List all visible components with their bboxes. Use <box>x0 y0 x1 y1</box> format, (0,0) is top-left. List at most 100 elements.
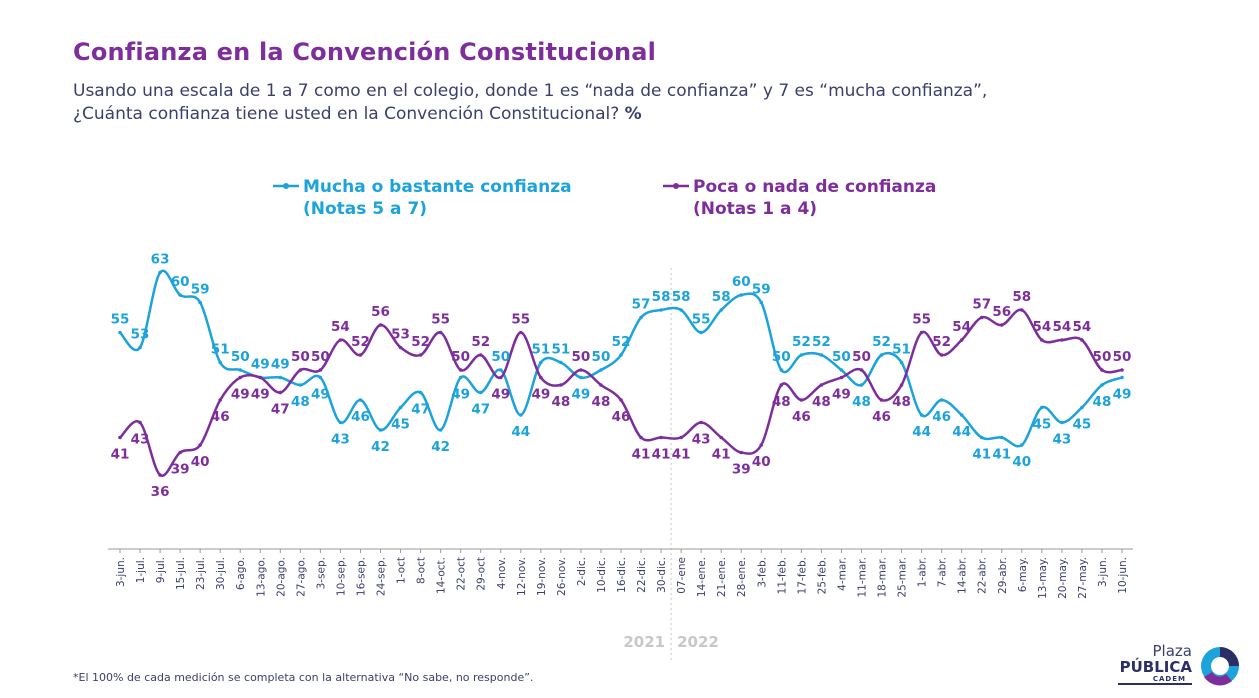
series-1-point-26 <box>639 435 643 440</box>
x-tick-label-42: 14-abr. <box>957 557 969 594</box>
series-0-data-label-30: 58 <box>712 289 731 305</box>
x-tick-label-31: 28-ene. <box>736 557 748 597</box>
x-tick-label-23: 2-dic. <box>576 557 588 586</box>
series-1-data-label-26: 41 <box>632 447 651 463</box>
series-0-point-50 <box>1120 375 1124 380</box>
series-0-data-label-49: 48 <box>1093 394 1112 410</box>
x-tick-label-15: 8-oct <box>416 557 428 584</box>
series-0-point-32 <box>759 300 764 305</box>
series-0-data-label-18: 47 <box>471 402 490 418</box>
series-1-point-28 <box>679 435 683 440</box>
series-1-point-7 <box>258 375 263 380</box>
x-tick-label-38: 18-mar. <box>877 557 889 598</box>
series-0-point-14 <box>398 405 403 410</box>
series-0-point-1 <box>138 345 142 350</box>
series-0-point-37 <box>859 383 864 387</box>
x-tick-label-30: 21-ene. <box>716 557 728 597</box>
x-tick-label-29: 14-ene. <box>696 557 708 597</box>
series-1-point-6 <box>238 375 243 380</box>
series-0-data-label-28: 58 <box>672 289 691 305</box>
legend-marker-0 <box>283 183 289 189</box>
series-1-data-label-44: 56 <box>992 304 1011 320</box>
chart-title: Confianza en la Convención Constituciona… <box>73 38 657 66</box>
x-tick-label-14: 1-oct <box>396 557 408 584</box>
series-1-data-label-38: 46 <box>872 409 891 425</box>
series-0-point-17 <box>458 375 463 380</box>
x-tick-label-27: 30-dic. <box>656 557 668 593</box>
year-label-2022: 2022 <box>677 633 719 651</box>
x-tick-label-24: 10-dic. <box>596 557 608 593</box>
series-1-data-label-41: 52 <box>932 334 951 350</box>
series-1-data-label-28: 41 <box>672 447 691 463</box>
logo-text-publica: PÚBLICA <box>1119 658 1192 676</box>
x-tick-label-36: 4-mar. <box>836 557 848 591</box>
series-1-point-10 <box>318 368 323 372</box>
series-0-data-label-0: 55 <box>111 312 130 328</box>
series-0-point-16 <box>438 428 443 432</box>
series-0-point-43 <box>979 435 984 440</box>
series-1-data-label-1: 43 <box>131 432 150 448</box>
series-1-point-23 <box>579 368 583 372</box>
x-tick-label-20: 12-nov. <box>516 557 528 596</box>
x-tick-label-41: 7-abr. <box>937 557 949 587</box>
series-0-data-label-24: 50 <box>592 349 611 365</box>
series-1-data-label-43: 57 <box>972 297 991 313</box>
series-0-point-8 <box>278 375 283 380</box>
series-0-point-35 <box>819 353 824 357</box>
series-0-point-19 <box>498 368 503 372</box>
footnote: *El 100% de cada medición se completa co… <box>73 671 534 684</box>
series-0-point-11 <box>338 420 343 425</box>
x-tick-label-10: 3-sep. <box>315 557 327 589</box>
x-tick-label-35: 25-feb. <box>816 557 828 594</box>
series-1-point-34 <box>799 398 804 402</box>
series-1-data-label-36: 49 <box>832 387 851 403</box>
series-1-data-label-49: 50 <box>1093 349 1112 365</box>
logo-text-cadem: CADEM <box>1152 675 1186 683</box>
x-tick-label-47: 20-may. <box>1057 557 1069 599</box>
series-0-data-label-27: 58 <box>652 289 671 305</box>
x-tick-label-28: 07-ene <box>676 557 688 594</box>
legend-note-1: (Notas 1 a 4) <box>693 199 817 219</box>
subtitle-line-1: Usando una escala de 1 a 7 como en el co… <box>73 81 988 101</box>
series-0-data-label-1: 53 <box>131 327 150 343</box>
legend-label-1: Poca o nada de confianza <box>693 177 936 197</box>
series-1-data-label-25: 46 <box>612 409 631 425</box>
series-0-point-39 <box>899 360 904 365</box>
series-1-point-45 <box>1020 308 1024 312</box>
series-1-data-label-21: 49 <box>531 387 550 403</box>
subtitle-unit: % <box>624 104 642 124</box>
series-1-data-label-18: 52 <box>471 334 490 350</box>
series-1-data-label-50: 50 <box>1113 349 1132 365</box>
legend-item-0: Mucha o bastante confianza(Notas 5 a 7) <box>273 177 572 219</box>
series-1-point-40 <box>919 330 924 335</box>
x-tick-label-43: 22-abr. <box>977 557 989 594</box>
x-tick-label-11: 10-sep. <box>335 557 347 596</box>
series-1-data-label-20: 55 <box>511 312 530 328</box>
series-1-point-29 <box>699 420 703 425</box>
series-0-data-label-7: 49 <box>251 357 270 373</box>
series-0-point-28 <box>679 308 683 312</box>
series-1-point-1 <box>138 420 142 425</box>
series-1-point-38 <box>879 398 884 402</box>
series-0-point-5 <box>218 360 222 365</box>
series-1-point-42 <box>959 338 964 342</box>
x-tick-label-39: 25-mar. <box>897 557 909 598</box>
series-0-data-label-4: 59 <box>191 282 210 298</box>
series-0-data-label-5: 51 <box>211 342 230 358</box>
series-1-point-15 <box>418 353 423 357</box>
series-0-data-label-15: 47 <box>411 402 430 418</box>
series-1-data-label-23: 50 <box>572 349 591 365</box>
series-1-point-50 <box>1120 368 1124 372</box>
series-0-data-label-36: 50 <box>832 349 851 365</box>
series-0-point-22 <box>559 360 563 365</box>
series-0-point-27 <box>659 308 663 312</box>
series-1-point-18 <box>478 353 483 357</box>
series-1-data-label-10: 50 <box>311 349 330 365</box>
x-tick-label-40: 1-abr. <box>917 557 929 587</box>
legend-marker-1 <box>673 183 679 189</box>
series-0-data-label-6: 50 <box>231 349 250 365</box>
series-1-data-label-29: 43 <box>692 432 711 448</box>
logo-text-plaza: Plaza <box>1152 642 1192 660</box>
year-label-2021: 2021 <box>623 633 665 651</box>
